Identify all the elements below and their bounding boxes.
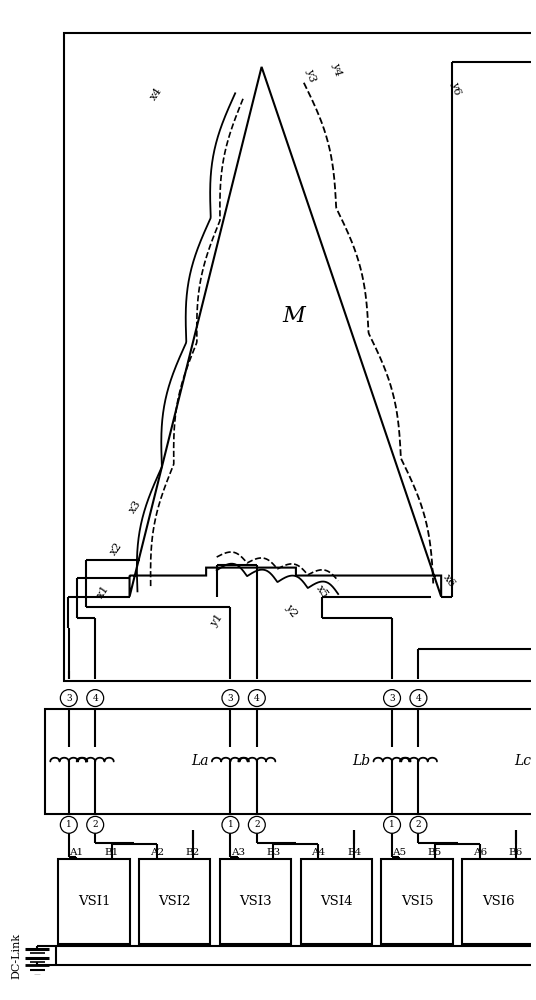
Circle shape — [248, 816, 265, 833]
Bar — [139, 859, 210, 944]
Bar — [58, 859, 130, 944]
Circle shape — [61, 690, 77, 707]
Text: 1: 1 — [66, 820, 72, 829]
Text: 2: 2 — [254, 820, 259, 829]
Text: 3: 3 — [66, 694, 72, 703]
Text: A2: A2 — [150, 848, 164, 857]
Text: VSI2: VSI2 — [159, 895, 191, 908]
Text: A5: A5 — [392, 848, 406, 857]
Text: y1: y1 — [209, 613, 225, 629]
Text: DC-Link: DC-Link — [11, 932, 21, 979]
Text: 4: 4 — [254, 694, 260, 703]
Text: x6: x6 — [441, 572, 457, 589]
Text: B3: B3 — [266, 848, 280, 857]
Text: A6: A6 — [473, 848, 487, 857]
Text: y3: y3 — [304, 67, 317, 83]
Text: La: La — [191, 754, 209, 768]
Text: B5: B5 — [428, 848, 442, 857]
Text: Lb: Lb — [352, 754, 370, 768]
Text: VSI6: VSI6 — [482, 895, 514, 908]
Text: 4: 4 — [415, 694, 421, 703]
Text: VSI3: VSI3 — [239, 895, 272, 908]
Text: VSI4: VSI4 — [320, 895, 353, 908]
Text: A1: A1 — [69, 848, 83, 857]
Circle shape — [410, 816, 427, 833]
Bar — [220, 859, 291, 944]
Text: x3: x3 — [127, 499, 143, 515]
Bar — [45, 709, 536, 814]
Text: y2: y2 — [282, 602, 299, 619]
Text: x1: x1 — [95, 583, 111, 600]
Text: B6: B6 — [509, 848, 523, 857]
Circle shape — [87, 690, 103, 707]
Circle shape — [410, 690, 427, 707]
Text: B4: B4 — [347, 848, 361, 857]
Bar — [301, 859, 372, 944]
Text: 4: 4 — [92, 694, 98, 703]
Text: VSI1: VSI1 — [78, 895, 110, 908]
Text: M: M — [282, 305, 304, 327]
Bar — [64, 33, 534, 681]
Text: 2: 2 — [92, 820, 98, 829]
Text: 2: 2 — [415, 820, 421, 829]
Text: B1: B1 — [105, 848, 119, 857]
Bar — [382, 859, 453, 944]
Text: 3: 3 — [389, 694, 395, 703]
Text: 1: 1 — [228, 820, 233, 829]
Text: x4: x4 — [148, 85, 164, 102]
Text: Lc: Lc — [515, 754, 532, 768]
Circle shape — [384, 816, 400, 833]
Circle shape — [222, 816, 239, 833]
Bar — [462, 859, 534, 944]
Text: B2: B2 — [185, 848, 199, 857]
Text: y6: y6 — [449, 80, 462, 96]
Circle shape — [384, 690, 400, 707]
Circle shape — [248, 690, 265, 707]
Text: 1: 1 — [389, 820, 395, 829]
Text: x2: x2 — [108, 541, 124, 557]
Text: 3: 3 — [228, 694, 233, 703]
Text: A4: A4 — [311, 848, 325, 857]
Text: VSI5: VSI5 — [401, 895, 434, 908]
Circle shape — [61, 816, 77, 833]
Text: y4: y4 — [330, 62, 344, 77]
Circle shape — [87, 816, 103, 833]
Circle shape — [222, 690, 239, 707]
Text: A3: A3 — [230, 848, 245, 857]
Text: x5: x5 — [315, 583, 330, 600]
